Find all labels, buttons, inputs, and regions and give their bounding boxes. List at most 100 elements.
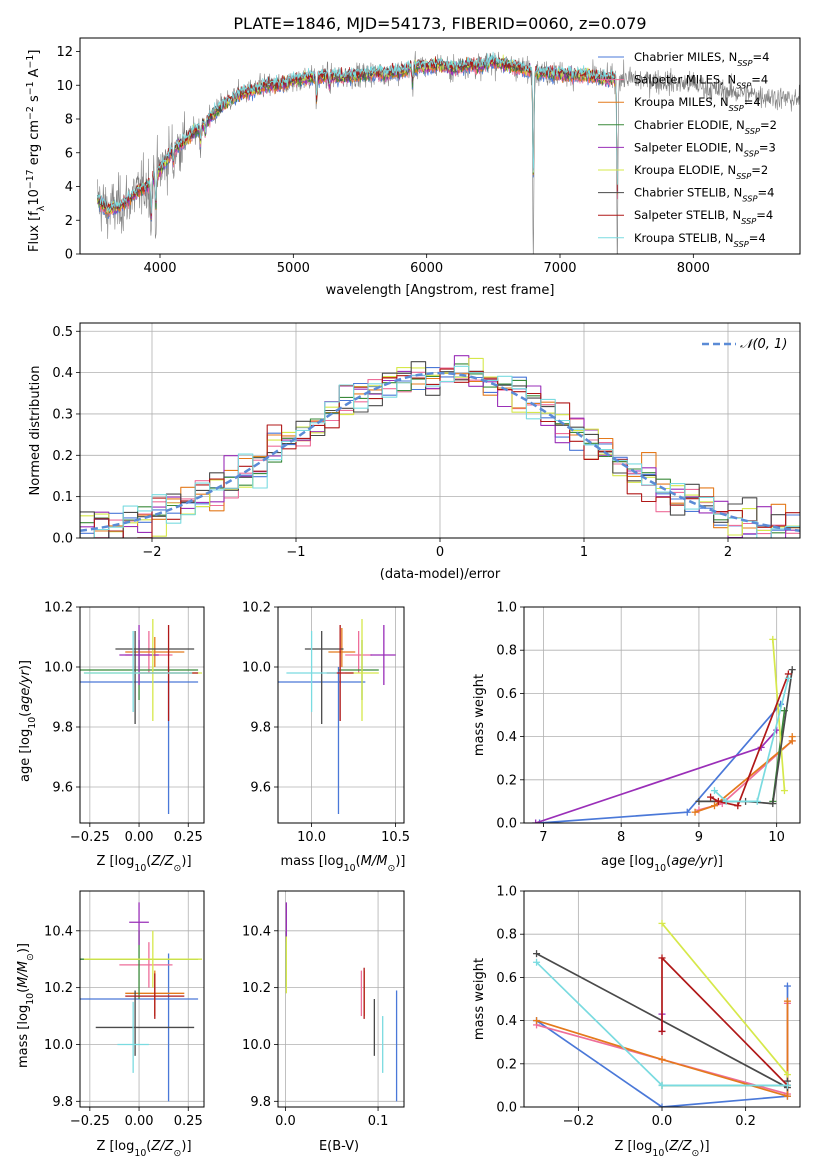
mass-vs-age-xlabel-part: 10 [344, 863, 356, 874]
legend-label-part: =4 [751, 73, 768, 87]
mass_vs_age-ytick-label: 10.0 [242, 661, 271, 676]
residuals-plot-area [80, 355, 800, 538]
legend-label-part: SSP [737, 58, 752, 68]
mass-vs-age-xlabel-part: M/M [361, 854, 388, 869]
spectrum-ylabel-part: −2 [25, 106, 36, 120]
z_vs_age-ytick-label: 9.6 [52, 781, 73, 796]
z-vs-mass-xlabel-part: )] [181, 1139, 191, 1154]
weight-line [539, 703, 782, 823]
z_vs_age-ytick-label: 10.2 [44, 601, 73, 616]
legend-label-part: SSP [742, 194, 757, 204]
mass-vs-age-xlabel-part: ( [356, 854, 361, 869]
mass_vs_age-xtick-label: 10.5 [381, 830, 410, 845]
z-vs-age-ylabel-part: age [log [18, 729, 33, 782]
z-vs-mass-ylabel-part: ⊙ [25, 953, 36, 961]
ebv_vs_mass-ytick-label: 10.4 [242, 924, 271, 939]
legend-label: Chabrier ELODIE, NSSP=2 [634, 118, 777, 136]
spectrum-chart: 4000 5000 6000 7000 8000 0 2 4 6 8 10 12 Chabrier MI… [25, 37, 801, 298]
age_vs_weight-ytick-label: 0.6 [496, 687, 517, 702]
spectrum-model-line [97, 61, 618, 222]
z_vs_age-plot-area [80, 619, 203, 814]
spectrum-ytick-label: 0 [65, 248, 73, 263]
z_vs_mass-ytick-label: 10.2 [44, 981, 73, 996]
spectrum-ytick-label: 10 [56, 79, 73, 94]
mass_vs_age-ytick-label: 9.8 [250, 721, 271, 736]
legend-label-part: SSP [744, 148, 759, 158]
residuals-xtick-label: −1 [286, 545, 305, 560]
spectrum-model-line [96, 59, 618, 220]
legend-label: Kroupa ELODIE, NSSP=2 [634, 163, 768, 181]
legend-label-part: Chabrier MILES, N [634, 50, 737, 64]
spectrum-ylabel-part: s [27, 95, 42, 106]
z_vs_weight-ytick-label: 0.2 [496, 1057, 517, 1072]
spectrum-ylabel-part: Flux [f [27, 211, 42, 252]
z-vs-age-xlabel-part: ⊙ [174, 863, 182, 874]
legend-label-part: Kroupa ELODIE, N [634, 163, 736, 177]
z-vs-weight-xlabel-part: 10 [652, 1148, 664, 1159]
z_vs_weight-ytick-label: 0.0 [496, 1101, 517, 1116]
residuals-chart: −2 −1 0 1 2 0.0 0.1 0.2 0.3 0.4 0.5 𝒩(0, 1) (data-mo… [28, 322, 801, 582]
z_vs_mass-frame [79, 890, 205, 1108]
legend-label-part: SSP [734, 239, 749, 249]
legend-label: Kroupa STELIB, NSSP=4 [634, 231, 766, 249]
legend-label-part: =4 [756, 208, 773, 222]
legend-label: Salpeter STELIB, NSSP=4 [634, 208, 773, 226]
weight-line [536, 1001, 789, 1098]
spectrum-model-line [97, 59, 618, 220]
spectrum-xtick-label: 4000 [143, 261, 176, 276]
z_vs_mass-ytick-label: 10.0 [44, 1038, 73, 1053]
legend-label-part: Salpeter STELIB, N [634, 208, 741, 222]
z_vs_mass-chart: −0.25 0.00 0.259.810.010.210.4Z [log10(Z/Z… [16, 890, 205, 1159]
age_vs_weight-xtick-label: 10 [768, 830, 785, 845]
z_vs_age-ytick-label: 10.0 [44, 661, 73, 676]
legend-label-part: SSP [736, 171, 751, 181]
mass_vs_age-chart: 10.0 10.5 9.6 9.8 10.0 10.2 mass [log10(M/M⊙)] [242, 601, 410, 874]
ebv_vs_mass-xtick-label: 0.1 [368, 1114, 389, 1129]
residual-histogram [80, 365, 800, 538]
z_vs_age-xtick-label: 0.00 [125, 830, 154, 845]
mass-vs-age-xlabel: mass [log10(M/M⊙)] [281, 854, 406, 874]
age_vs_weight-ytick-label: 0.4 [496, 730, 517, 745]
legend-label-part: =2 [760, 118, 777, 132]
z-vs-weight-ylabel: mass weight [472, 958, 487, 1040]
z_vs_mass-plot-area [80, 902, 203, 1102]
residuals-ytick-label: 0.2 [52, 449, 73, 464]
age-vs-weight-ylabel: mass weight [472, 674, 487, 756]
z_vs_age-chart: −0.25 0.00 0.259.69.810.010.2Z [log10(Z/Z⊙… [18, 601, 205, 874]
residuals-ytick-label: 0.5 [52, 325, 73, 340]
z-vs-age-xlabel-part: )] [181, 854, 191, 869]
spectrum-xtick-label: 6000 [410, 261, 443, 276]
age-vs-weight-xlabel: age [log10(age/yr)] [601, 854, 723, 874]
spectrum-model-line [96, 58, 618, 219]
legend-label: Chabrier MILES, NSSP=4 [634, 50, 769, 68]
spectrum-ylabel-part: −1 [25, 55, 36, 69]
weight-line [713, 678, 790, 803]
legend-label: Salpeter MILES, NSSP=4 [634, 73, 768, 91]
legend-label-part: Chabrier STELIB, N [634, 186, 742, 200]
spectrum-xtick-label: 7000 [543, 261, 576, 276]
age-vs-weight-xlabel-part: )] [713, 854, 723, 869]
legend-label-part: SSP [745, 126, 760, 136]
age_vs_weight-frame [523, 606, 801, 824]
z-vs-mass-xlabel-part: Z [log [96, 1139, 134, 1154]
z-vs-mass-xlabel-part: ( [146, 1139, 151, 1154]
residuals-xtick-label: 1 [580, 545, 588, 560]
z_vs_age-frame [79, 606, 205, 824]
z-vs-mass-xlabel: Z [log10(Z/Z⊙)] [96, 1139, 191, 1159]
spectrum-ylabel-part: 10 [27, 189, 42, 206]
legend-label-part: =4 [744, 95, 761, 109]
weight-line [661, 922, 789, 1076]
residuals-ytick-label: 0.4 [52, 366, 73, 381]
legend-label-part: =4 [757, 186, 774, 200]
z_vs_mass-ytick-label: 9.8 [52, 1095, 73, 1110]
spectrum-ylabel-part: erg cm [27, 120, 42, 169]
spectrum-xtick-label: 8000 [677, 261, 710, 276]
age_vs_weight-plot-area [532, 635, 796, 823]
ebv_vs_mass-ytick-label: 10.2 [242, 981, 271, 996]
z-vs-age-xlabel-part: 10 [134, 863, 146, 874]
z-vs-age-xlabel: Z [log10(Z/Z⊙)] [96, 854, 191, 874]
spectrum-ytick-label: 6 [65, 146, 73, 161]
residuals-xlabel: (data-model)/error [380, 567, 501, 582]
